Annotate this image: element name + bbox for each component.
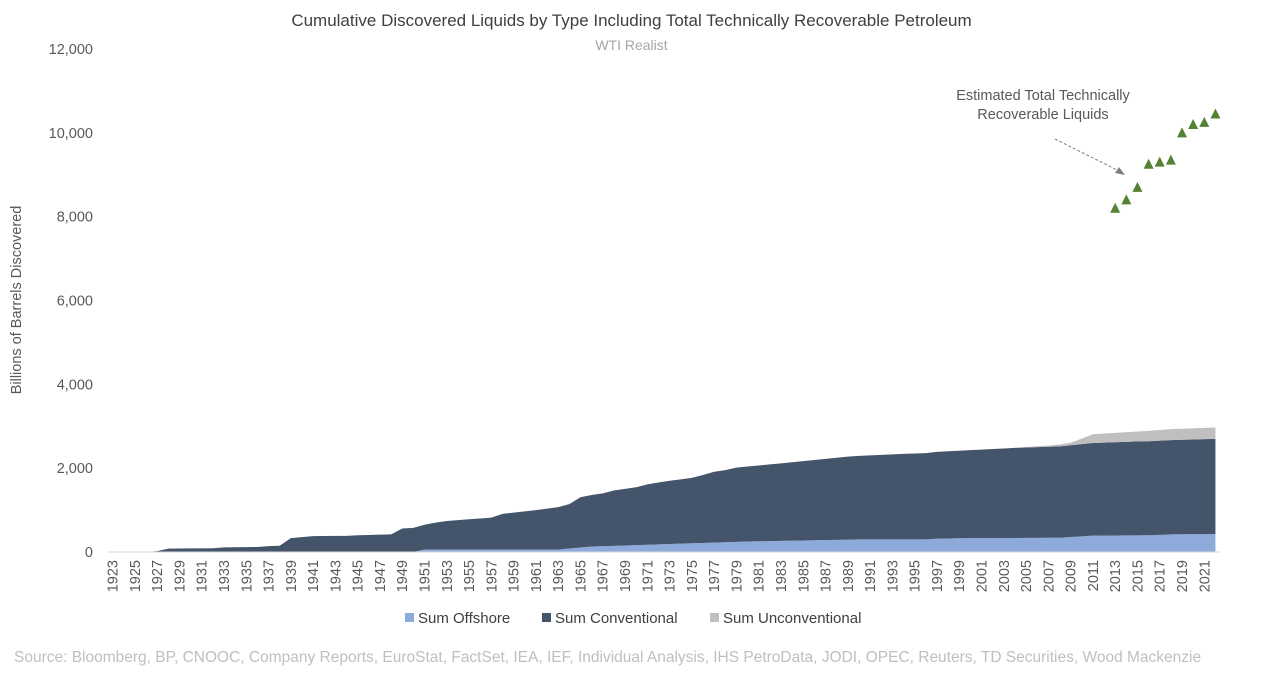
x-tick-label: 1979 <box>729 560 745 592</box>
x-tick-label: 2007 <box>1041 560 1057 592</box>
x-tick-label: 1939 <box>284 560 300 592</box>
x-tick-label: 2001 <box>974 560 990 592</box>
area-chart: 0 2,000 4,000 6,000 8,000 10,000 12,000 1923 192… <box>9 42 1221 627</box>
y-tick-label: 8,000 <box>57 210 93 226</box>
x-tick-label: 1975 <box>685 560 701 592</box>
legend-label: Sum Offshore <box>418 610 510 627</box>
x-tick-label: 1941 <box>306 560 322 592</box>
scatter-point <box>1188 118 1199 129</box>
area-series-group <box>112 427 1216 552</box>
x-tick-label: 2009 <box>1064 560 1080 592</box>
x-tick-label: 1987 <box>819 560 835 592</box>
x-tick-label: 1933 <box>217 560 233 592</box>
chart-title: Cumulative Discovered Liquids by Type In… <box>291 11 972 30</box>
x-tick-label: 1943 <box>328 560 344 592</box>
annotation-line-1: Estimated Total Technically <box>956 88 1130 104</box>
x-tick-label: 2019 <box>1175 560 1191 592</box>
x-tick-label: 1961 <box>529 560 545 592</box>
x-tick-label: 2017 <box>1153 560 1169 592</box>
scatter-point <box>1177 127 1188 138</box>
area-sum-unconventional <box>112 427 1216 552</box>
x-tick-label: 2005 <box>1019 560 1035 592</box>
y-tick-label: 10,000 <box>49 126 93 142</box>
y-tick-label: 2,000 <box>57 461 93 477</box>
annotation-arrow-line <box>1054 138 1120 172</box>
annotation-group: Estimated Total Technically Recoverable … <box>956 88 1131 175</box>
x-tick-label: 1977 <box>707 560 723 592</box>
x-tick-label: 1959 <box>507 560 523 592</box>
x-tick-label: 1997 <box>930 560 946 592</box>
legend-swatch <box>710 613 719 622</box>
y-tick-label: 12,000 <box>49 42 93 58</box>
x-tick-label: 1957 <box>484 560 500 592</box>
x-tick-label: 1923 <box>106 560 122 592</box>
area-sum-conventional <box>112 438 1216 552</box>
x-tick-label: 1927 <box>150 560 166 592</box>
x-tick-label: 1989 <box>841 560 857 592</box>
scatter-point <box>1132 181 1143 192</box>
legend-swatch <box>542 613 551 622</box>
x-tick-label: 1955 <box>462 560 478 592</box>
x-tick-label: 1995 <box>908 560 924 592</box>
x-tick-label: 1945 <box>351 560 367 592</box>
scatter-point <box>1121 194 1132 205</box>
legend-swatch <box>405 613 414 622</box>
x-tick-label: 1971 <box>640 560 656 592</box>
x-tick-label: 1999 <box>952 560 968 592</box>
x-tick-label: 1937 <box>262 560 278 592</box>
x-tick-label: 2011 <box>1086 560 1102 591</box>
y-tick-label: 4,000 <box>57 377 93 393</box>
x-tick-label: 2003 <box>997 560 1013 592</box>
source-note: Source: Bloomberg, BP, CNOOC, Company Re… <box>14 649 1202 666</box>
area-sum-offshore <box>112 533 1216 552</box>
x-tick-label: 1931 <box>195 560 211 592</box>
scatter-point <box>1154 156 1165 167</box>
y-tick-label: 0 <box>85 545 93 561</box>
axes-group: 0 2,000 4,000 6,000 8,000 10,000 12,000 1923 192… <box>49 42 1221 592</box>
scatter-series-group <box>1110 108 1221 213</box>
x-tick-label: 2021 <box>1197 560 1213 592</box>
x-tick-label: 1929 <box>172 560 188 592</box>
x-tick-label: 1973 <box>663 560 679 592</box>
scatter-point <box>1199 116 1210 127</box>
legend-label: Sum Conventional <box>555 610 678 627</box>
x-tick-label: 1985 <box>796 560 812 592</box>
annotation-line-2: Recoverable Liquids <box>977 107 1108 123</box>
x-tick-label: 2013 <box>1108 560 1124 592</box>
y-axis-label: Billions of Barrels Discovered <box>9 206 25 395</box>
scatter-point <box>1143 158 1154 169</box>
x-tick-label: 1993 <box>885 560 901 592</box>
x-tick-label: 1965 <box>573 560 589 592</box>
scatter-point <box>1210 108 1221 119</box>
x-tick-label: 1935 <box>239 560 255 592</box>
x-tick-label: 1983 <box>774 560 790 592</box>
x-tick-label: 1991 <box>863 560 879 592</box>
x-tick-label: 1947 <box>373 560 389 592</box>
x-tick-label: 1967 <box>596 560 612 592</box>
x-tick-label: 2015 <box>1130 560 1146 592</box>
x-tick-label: 1953 <box>440 560 456 592</box>
scatter-point <box>1165 154 1176 165</box>
x-tick-label: 1949 <box>395 560 411 592</box>
scatter-point <box>1110 202 1121 213</box>
x-tick-label: 1969 <box>618 560 634 592</box>
x-tick-label: 1981 <box>752 560 768 592</box>
y-tick-label: 6,000 <box>57 294 93 310</box>
legend-label: Sum Unconventional <box>723 610 861 627</box>
annotation-arrow-head <box>1115 167 1125 175</box>
legend: Sum Offshore Sum Conventional Sum Unconven… <box>405 610 861 627</box>
chart-subtitle: WTI Realist <box>595 37 668 53</box>
x-tick-label: 1963 <box>551 560 567 592</box>
x-tick-label: 1925 <box>128 560 144 592</box>
x-tick-label: 1951 <box>417 560 433 592</box>
